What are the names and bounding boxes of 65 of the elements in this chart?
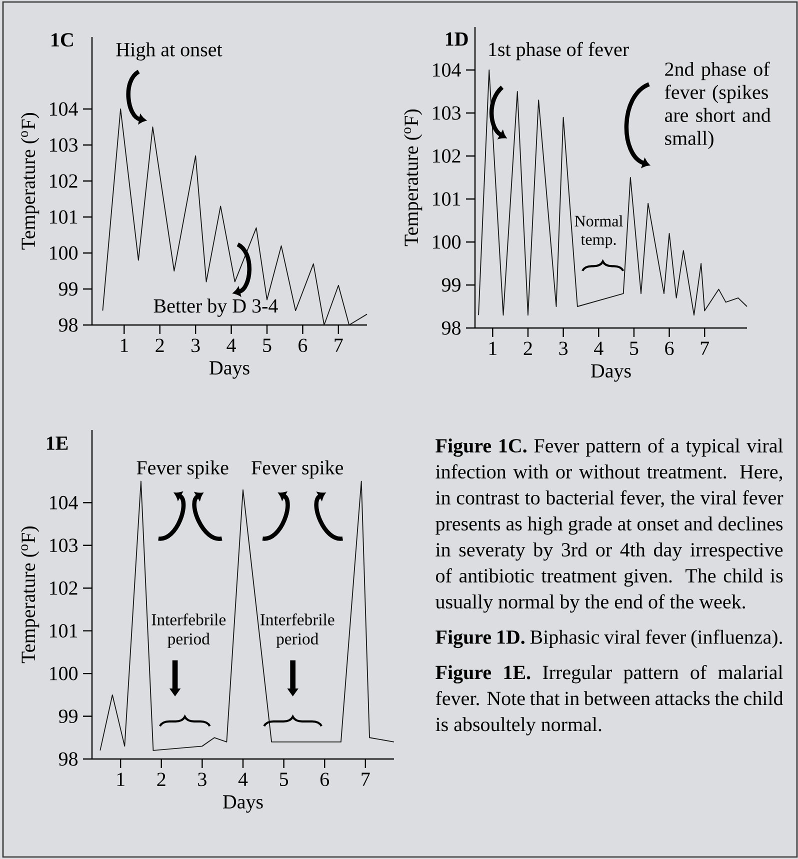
y-tick-label: 104 bbox=[50, 496, 78, 510]
annotation: Fever spike bbox=[252, 460, 344, 479]
y-tick-label: 104 bbox=[433, 63, 461, 77]
annotation: High at onset bbox=[116, 42, 222, 61]
annotation: Interfebrile period bbox=[152, 613, 226, 648]
x-tick-label: 7 bbox=[362, 772, 370, 786]
annotation: Normal temp. bbox=[574, 215, 623, 248]
x-tick-label: 4 bbox=[594, 342, 604, 355]
annotation: Better by D 3-4 bbox=[154, 298, 278, 317]
y-tick-label: 98 bbox=[58, 318, 78, 332]
line-series bbox=[102, 108, 368, 326]
annotation: Interfebrile period bbox=[260, 613, 334, 648]
x-axis-title: Days bbox=[210, 361, 250, 379]
y-tick-label: 99 bbox=[442, 278, 460, 292]
x-tick-label: 4 bbox=[238, 772, 248, 786]
chart-title: 1C bbox=[52, 33, 73, 47]
chart-title: 1D bbox=[446, 32, 468, 46]
text: Figure 1E. Irregular pattern of malarial fever. Note that in between attacks the child is absoultely normal. bbox=[436, 664, 784, 736]
x-tick-label: 1 bbox=[117, 772, 124, 786]
y-tick-label: 98 bbox=[442, 321, 461, 335]
x-axis-title: Days bbox=[223, 795, 263, 813]
x-tick-label: 1 bbox=[489, 342, 496, 355]
text: Figure 1D. Biphasic viral fever (influenza). bbox=[436, 630, 782, 648]
y-tick-label: 99 bbox=[58, 710, 78, 723]
y-tick-label: 104 bbox=[50, 102, 78, 116]
y-tick-label: 103 bbox=[50, 138, 78, 152]
y-axis-title: Temperature ($^{o}$F) bbox=[21, 526, 40, 664]
x-tick-label: 1 bbox=[120, 338, 128, 352]
y-tick-label: 100 bbox=[433, 235, 461, 249]
y-tick-label: 102 bbox=[433, 149, 460, 163]
y-axis-title: Temperature ($^{o}$F) bbox=[404, 109, 422, 246]
x-tick-label: 3 bbox=[559, 342, 568, 356]
line-series bbox=[100, 480, 394, 751]
y-tick-label: 98 bbox=[58, 752, 78, 766]
x-tick-label: 5 bbox=[630, 342, 638, 355]
text: Figure 1C. Fever pattern of a typical viral infection with or without treatment. Here, in contrast to bacterial fever, the viral fever presents as high grade at onset and declines in severaty by 3rd or 4th day irrespective of antibiotic treatment given. The child is usually normal by the end of the week. bbox=[436, 438, 784, 613]
x-axis-title: Days bbox=[591, 364, 631, 382]
x-tick-label: 6 bbox=[298, 338, 308, 352]
y-tick-label: 102 bbox=[50, 174, 78, 188]
x-tick-label: 7 bbox=[700, 342, 710, 355]
x-tick-label: 6 bbox=[320, 772, 330, 786]
x-tick-label: 2 bbox=[156, 338, 164, 352]
y-tick-label: 103 bbox=[50, 538, 78, 552]
y-tick-label: 99 bbox=[58, 282, 78, 296]
annotation: 2nd phase of fever (spikes are short and small) bbox=[664, 62, 771, 150]
y-tick-label: 103 bbox=[433, 106, 461, 120]
x-tick-label: 3 bbox=[198, 772, 206, 786]
annotation: 1st phase of fever bbox=[489, 42, 629, 60]
x-tick-label: 7 bbox=[334, 338, 343, 352]
x-tick-label: 5 bbox=[280, 772, 288, 786]
x-tick-label: 3 bbox=[192, 338, 200, 352]
y-tick-label: 101 bbox=[50, 624, 78, 638]
x-tick-label: 4 bbox=[226, 338, 236, 352]
chart-title: 1E bbox=[46, 436, 68, 450]
x-tick-label: 2 bbox=[157, 772, 166, 786]
x-tick-label: 2 bbox=[524, 342, 532, 355]
x-tick-label: 6 bbox=[665, 342, 674, 356]
y-tick-label: 100 bbox=[50, 246, 78, 260]
y-tick-label: 101 bbox=[433, 192, 460, 206]
y-axis-title: Temperature ($^{o}$F) bbox=[21, 112, 40, 250]
y-tick-label: 102 bbox=[50, 581, 78, 595]
y-tick-label: 101 bbox=[50, 210, 78, 224]
x-tick-label: 5 bbox=[263, 338, 272, 352]
y-tick-label: 100 bbox=[50, 666, 78, 680]
annotation: Fever spike bbox=[136, 460, 228, 479]
